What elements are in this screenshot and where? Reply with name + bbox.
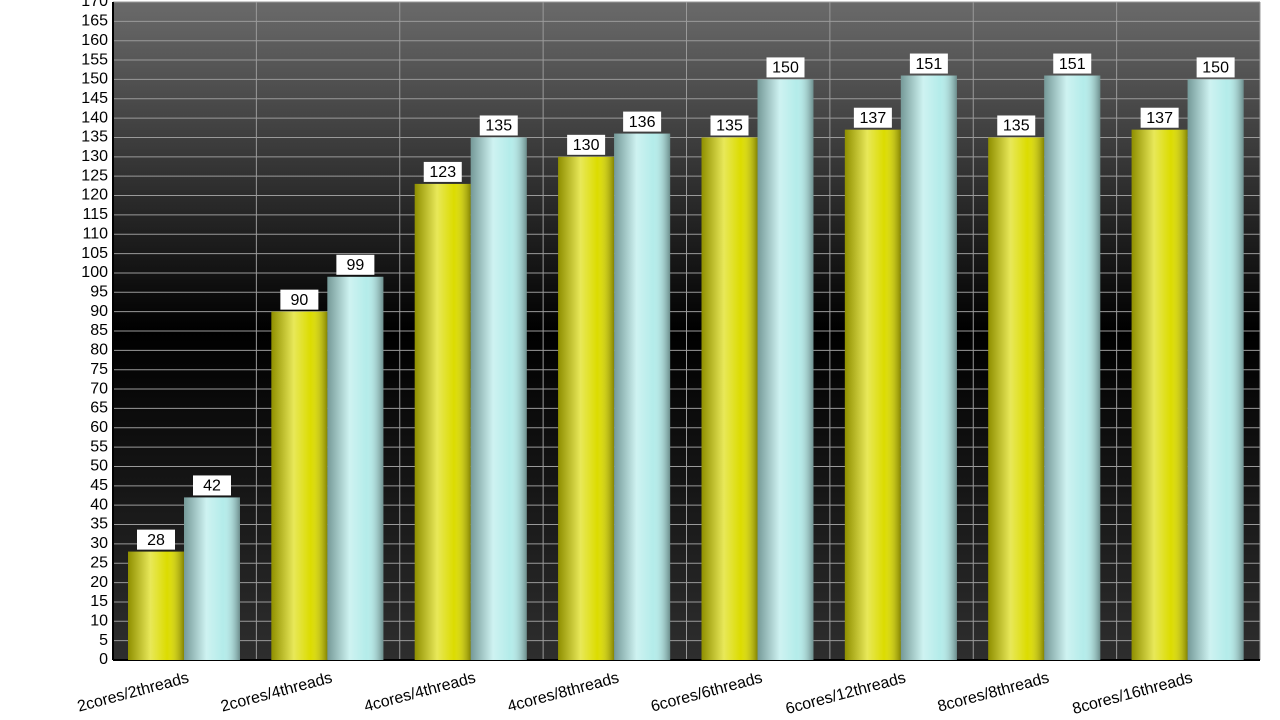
value-label: 137 <box>1146 110 1173 127</box>
x-tick-label: 6cores/6threads <box>649 670 764 716</box>
y-tick-label: 145 <box>81 90 108 107</box>
y-tick-label: 25 <box>90 554 108 571</box>
value-label-box <box>1196 57 1235 78</box>
value-label-box <box>623 111 662 132</box>
bar-shading <box>1187 79 1244 661</box>
bar-shading <box>757 79 814 661</box>
value-label: 151 <box>916 56 943 73</box>
value-label-box <box>423 161 462 182</box>
bar-shading <box>184 497 240 660</box>
bar-shading <box>1131 129 1188 660</box>
y-tick-label: 15 <box>90 593 108 610</box>
y-tick-label: 105 <box>81 245 108 262</box>
x-tick-label: 8cores/8threads <box>936 670 1051 716</box>
y-tick-label: 20 <box>90 574 108 591</box>
y-tick-label: 70 <box>90 380 108 397</box>
y-tick-label: 5 <box>99 632 108 649</box>
bar-shading <box>128 551 184 660</box>
y-tick-label: 40 <box>90 496 108 513</box>
value-label: 90 <box>290 292 308 309</box>
bar-shading <box>470 137 527 660</box>
y-tick-label: 120 <box>81 187 108 204</box>
value-label-box <box>766 57 805 78</box>
value-label-box <box>567 134 606 155</box>
value-label-box <box>997 115 1036 136</box>
bar-shading <box>558 156 615 660</box>
value-label: 135 <box>485 118 512 135</box>
value-label-box <box>193 475 231 496</box>
y-tick-label: 45 <box>90 477 108 494</box>
y-tick-label: 10 <box>90 613 108 630</box>
value-label: 130 <box>573 137 600 154</box>
y-tick-label: 160 <box>81 32 108 49</box>
bar-shading <box>271 311 328 660</box>
y-tick-label: 50 <box>90 458 108 475</box>
value-label: 135 <box>716 118 743 135</box>
y-tick-label: 155 <box>81 51 108 68</box>
bar-shading <box>900 75 957 660</box>
x-tick-label: 4cores/8threads <box>506 670 621 716</box>
value-label: 99 <box>346 257 364 274</box>
bar-shading <box>988 137 1045 660</box>
bar-shading <box>414 183 471 660</box>
y-tick-label: 125 <box>81 167 108 184</box>
bar-shading <box>844 129 901 660</box>
value-label: 137 <box>860 110 887 127</box>
x-tick-label: 6cores/12threads <box>784 670 908 718</box>
x-tick-label: 8cores/16threads <box>1071 670 1195 718</box>
value-label-box <box>336 254 375 275</box>
value-label-box <box>1053 53 1092 74</box>
y-tick-label: 35 <box>90 516 108 533</box>
value-label: 136 <box>629 114 656 131</box>
y-tick-label: 65 <box>90 400 108 417</box>
y-tick-label: 135 <box>81 129 108 146</box>
x-tick-label: 2cores/2threads <box>76 670 191 716</box>
y-tick-label: 100 <box>81 264 108 281</box>
bar-shading <box>614 133 671 661</box>
y-tick-label: 130 <box>81 148 108 165</box>
y-tick-label: 165 <box>81 13 108 30</box>
y-tick-label: 75 <box>90 361 108 378</box>
value-label-box <box>280 289 319 310</box>
value-label: 28 <box>147 532 165 549</box>
y-tick-label: 80 <box>90 342 108 359</box>
value-label: 123 <box>429 164 456 181</box>
value-label: 135 <box>1003 118 1030 135</box>
value-label: 150 <box>772 60 799 77</box>
y-tick-label: 150 <box>81 71 108 88</box>
value-label: 42 <box>203 478 221 495</box>
value-label-box <box>909 53 948 74</box>
y-tick-label: 170 <box>81 0 108 10</box>
value-label: 150 <box>1202 60 1229 77</box>
y-tick-label: 115 <box>82 206 108 223</box>
bar-shading <box>1044 75 1101 660</box>
value-label-box <box>137 529 175 550</box>
y-tick-label: 140 <box>81 109 108 126</box>
value-label: 151 <box>1059 56 1086 73</box>
y-tick-label: 85 <box>90 322 108 339</box>
x-tick-label: 2cores/4threads <box>219 670 334 716</box>
value-label-box <box>710 115 749 136</box>
y-tick-label: 60 <box>90 419 108 436</box>
bar-shading <box>701 137 758 660</box>
y-tick-label: 30 <box>90 535 108 552</box>
y-tick-label: 0 <box>99 651 108 668</box>
y-tick-label: 95 <box>90 284 108 301</box>
value-label-box <box>853 107 892 128</box>
value-label-box <box>1140 107 1179 128</box>
y-tick-label: 110 <box>82 225 108 242</box>
bar-shading <box>327 276 384 660</box>
x-tick-label: 4cores/4threads <box>362 670 477 716</box>
value-label-box <box>479 115 518 136</box>
y-tick-label: 55 <box>90 438 108 455</box>
y-tick-label: 90 <box>90 303 108 320</box>
